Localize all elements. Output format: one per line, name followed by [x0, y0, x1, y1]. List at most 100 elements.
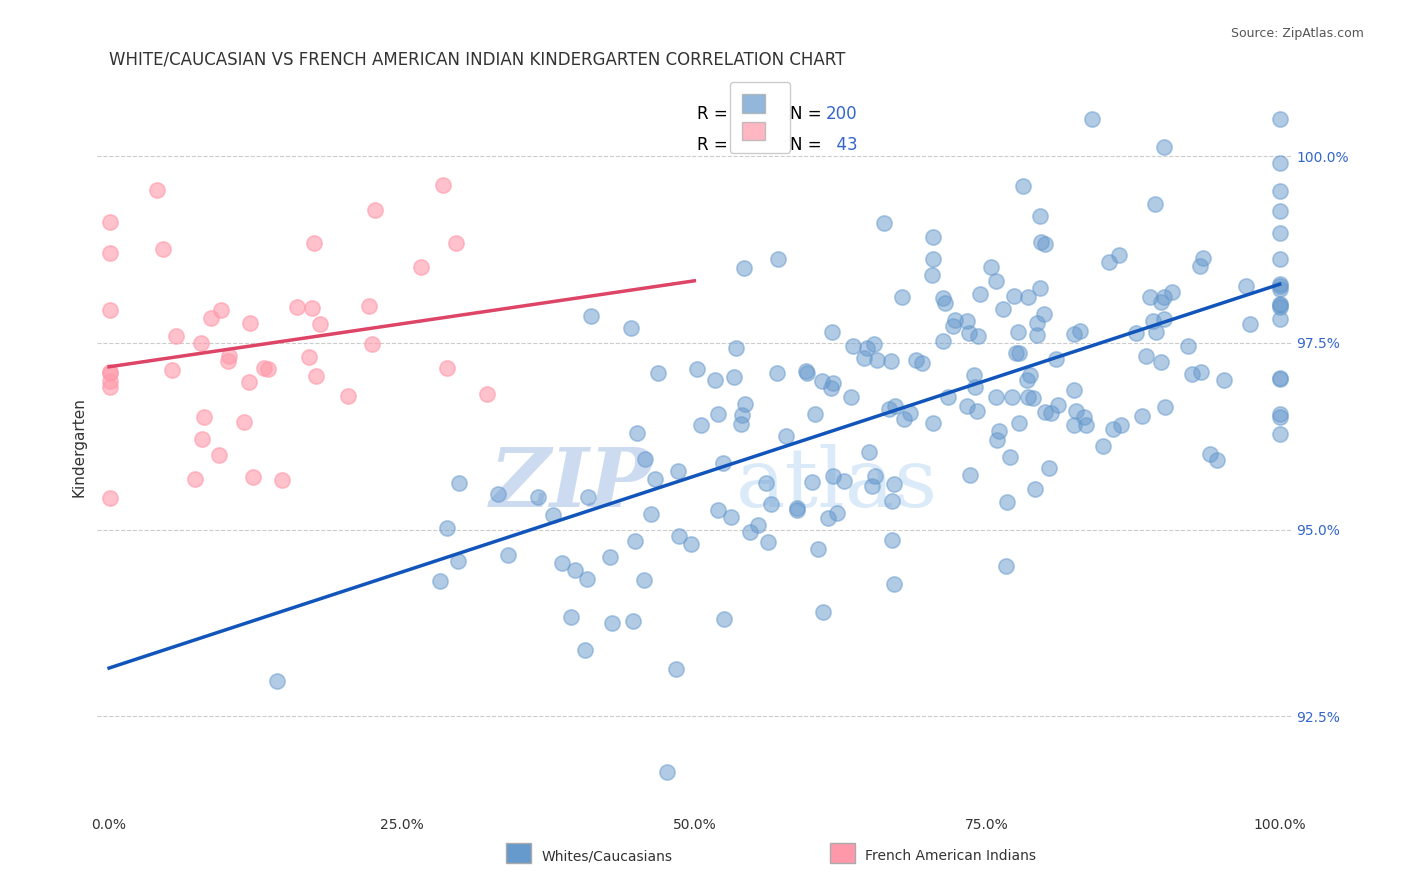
- Point: [880, 533, 903, 548]
- Point: [1268, 427, 1291, 442]
- Point: [1213, 373, 1236, 387]
- Point: [1153, 139, 1175, 153]
- Point: [1109, 418, 1132, 433]
- Point: [994, 558, 1017, 573]
- Point: [747, 517, 769, 532]
- Point: [256, 361, 278, 376]
- Point: [1143, 197, 1166, 211]
- Point: [266, 674, 288, 689]
- Point: [980, 260, 1002, 274]
- Point: [1005, 346, 1028, 360]
- Point: [841, 339, 863, 353]
- Point: [436, 521, 458, 535]
- Point: [446, 235, 468, 250]
- Point: [1177, 338, 1199, 352]
- Point: [1268, 410, 1291, 425]
- Point: [666, 464, 689, 478]
- Point: [1181, 367, 1204, 381]
- Point: [1008, 345, 1031, 359]
- Point: [1154, 401, 1177, 415]
- Point: [811, 605, 834, 619]
- Point: [893, 411, 915, 425]
- Point: [905, 352, 928, 367]
- Point: [711, 456, 734, 470]
- Point: [1150, 295, 1173, 310]
- Point: [1108, 247, 1130, 261]
- Text: N =: N =: [790, 105, 827, 123]
- Point: [706, 407, 728, 421]
- Point: [285, 300, 308, 314]
- Point: [1032, 307, 1054, 321]
- Point: [1029, 235, 1052, 249]
- Point: [991, 301, 1014, 316]
- Text: 43: 43: [825, 136, 858, 154]
- Point: [922, 252, 945, 266]
- Point: [931, 291, 953, 305]
- Point: [825, 506, 848, 520]
- Point: [209, 302, 232, 317]
- Point: [655, 765, 678, 780]
- Point: [429, 574, 451, 589]
- Point: [807, 541, 830, 556]
- Point: [98, 380, 121, 394]
- Point: [1199, 447, 1222, 461]
- Point: [957, 326, 980, 340]
- Point: [733, 261, 755, 276]
- Point: [1153, 290, 1175, 304]
- Point: [301, 301, 323, 315]
- Point: [560, 609, 582, 624]
- Point: [200, 310, 222, 325]
- Point: [984, 390, 1007, 404]
- Text: N =: N =: [790, 136, 827, 154]
- Point: [1102, 422, 1125, 436]
- Point: [860, 479, 883, 493]
- Point: [98, 215, 121, 229]
- Point: [1189, 365, 1212, 379]
- Point: [160, 362, 183, 376]
- Point: [756, 535, 779, 549]
- Point: [800, 475, 823, 490]
- Point: [1268, 300, 1291, 314]
- Point: [217, 354, 239, 368]
- Point: [1024, 482, 1046, 496]
- Point: [1234, 279, 1257, 293]
- Point: [839, 390, 862, 404]
- Point: [821, 376, 844, 390]
- Point: [1080, 112, 1102, 126]
- Point: [963, 368, 986, 383]
- Point: [821, 325, 844, 339]
- Point: [432, 178, 454, 192]
- Point: [1192, 251, 1215, 265]
- Point: [336, 389, 359, 403]
- Point: [921, 268, 943, 283]
- Point: [98, 374, 121, 388]
- Point: [1268, 156, 1291, 170]
- Point: [934, 296, 956, 310]
- Point: [1139, 290, 1161, 304]
- Point: [1125, 326, 1147, 341]
- Point: [475, 387, 498, 401]
- Point: [775, 428, 797, 442]
- Point: [1268, 226, 1291, 240]
- Point: [1069, 324, 1091, 338]
- Text: R =: R =: [697, 136, 733, 154]
- Point: [766, 252, 789, 267]
- Point: [218, 349, 240, 363]
- Point: [1135, 349, 1157, 363]
- Point: [1268, 279, 1291, 293]
- Point: [165, 328, 187, 343]
- Point: [804, 407, 827, 421]
- Point: [956, 314, 979, 328]
- Point: [1022, 391, 1045, 405]
- Point: [449, 475, 471, 490]
- Point: [959, 468, 981, 483]
- Point: [647, 366, 669, 380]
- Point: [866, 353, 889, 368]
- Point: [233, 415, 256, 429]
- Point: [1018, 368, 1040, 383]
- Point: [304, 236, 326, 251]
- Bar: [506, 843, 531, 863]
- Point: [1040, 406, 1063, 420]
- Point: [723, 370, 745, 384]
- Point: [551, 557, 574, 571]
